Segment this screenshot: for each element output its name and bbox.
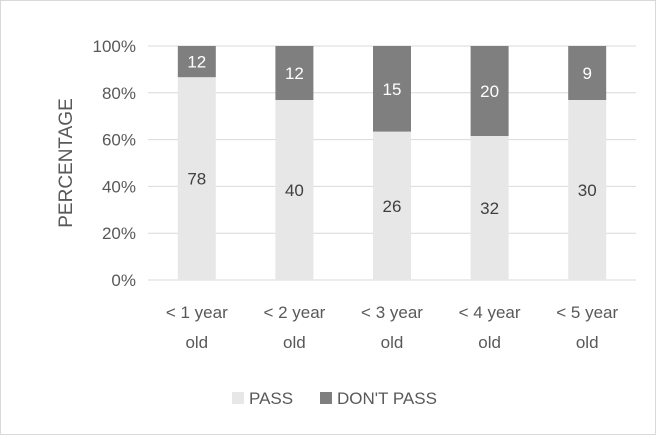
y-tick-labels: 0% 20% 40% 60% 80% 100% — [93, 37, 136, 290]
bar-segment — [568, 100, 607, 280]
y-tick-label: 0% — [111, 271, 136, 290]
bar-segment — [470, 136, 509, 280]
x-tick-label: < 4 year — [459, 303, 521, 322]
data-label: 12 — [285, 64, 304, 83]
bar-segment — [275, 46, 314, 100]
legend-label: DON'T PASS — [337, 389, 437, 408]
y-tick-label: 80% — [102, 84, 136, 103]
x-tick-label: < 1 year — [166, 303, 228, 322]
bar-segment — [568, 46, 607, 100]
data-label: 12 — [187, 53, 206, 72]
data-label: 26 — [383, 197, 402, 216]
y-tick-label: 20% — [102, 224, 136, 243]
x-tick-labels: < 1 year old < 2 year old < 3 year old < 4 yea… — [166, 303, 619, 352]
bar-segment — [373, 46, 411, 132]
x-tick-label: < 3 year — [361, 303, 423, 322]
data-label: 78 — [187, 170, 206, 189]
legend: PASS DON'T PASS — [232, 389, 437, 408]
data-label: 32 — [480, 199, 499, 218]
bar-segment — [373, 131, 411, 280]
data-label: 40 — [285, 181, 304, 200]
x-tick-label: old — [381, 333, 404, 352]
data-label: 20 — [480, 82, 499, 101]
x-tick-label: old — [478, 333, 501, 352]
x-tick-label: < 2 year — [263, 303, 325, 322]
y-tick-label: 40% — [102, 177, 136, 196]
bar-segment — [470, 46, 509, 136]
bars: 78 12 40 12 26 15 32 20 30 9 — [177, 46, 607, 280]
y-axis-label: PERCENTAGE — [56, 98, 77, 228]
bar-segment — [177, 46, 216, 78]
bar-segment — [275, 100, 314, 280]
x-tick-label: < 5 year — [556, 303, 618, 322]
data-label: 30 — [578, 181, 597, 200]
x-tick-label: old — [185, 333, 208, 352]
y-tick-label: 60% — [102, 131, 136, 150]
legend-swatch — [320, 392, 332, 404]
data-label: 15 — [383, 80, 402, 99]
legend-swatch — [232, 392, 244, 404]
legend-label: PASS — [249, 389, 293, 408]
y-tick-label: 100% — [93, 37, 136, 56]
x-tick-label: old — [576, 333, 599, 352]
x-tick-label: old — [283, 333, 306, 352]
bar-segment — [177, 77, 216, 280]
data-label: 9 — [582, 64, 591, 83]
